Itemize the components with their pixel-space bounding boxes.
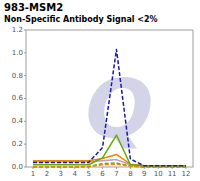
y-tick (24, 98, 26, 99)
x-tick-label: 11 (168, 170, 177, 178)
x-tick-label: 10 (154, 170, 163, 178)
x-tick (102, 167, 103, 169)
x-tick-label: 6 (100, 170, 105, 178)
x-tick-label: 5 (86, 170, 90, 178)
y-tick (24, 167, 26, 168)
subtitle: Non-Specific Antibody Signal <2% (4, 15, 158, 24)
x-tick-label: 4 (72, 170, 77, 178)
x-tick-label: 2 (45, 170, 49, 178)
title: 983-MSM2 (4, 2, 63, 13)
x-tick-label: 12 (182, 170, 191, 178)
y-tick (24, 75, 26, 76)
y-tick-label: 0.6 (12, 94, 24, 102)
y-tick (24, 30, 26, 31)
x-tick-label: 3 (59, 170, 63, 178)
y-tick (24, 52, 26, 53)
lines (33, 49, 186, 167)
series-line (33, 49, 186, 165)
x-tick-label: 9 (142, 170, 146, 178)
x-tick-label: 8 (128, 170, 132, 178)
y-tick (24, 144, 26, 145)
y-tick-label: 0.4 (12, 117, 24, 125)
y-tick-label: 1.0 (12, 49, 23, 57)
y-tick-label: 0.0 (12, 163, 23, 171)
y-tick-label: 0.2 (12, 140, 23, 148)
axes: 0.00.20.40.60.81.01.2123456789101112 (12, 26, 191, 178)
x-tick (116, 167, 117, 169)
x-tick (130, 167, 131, 169)
x-tick-label: 7 (114, 170, 118, 178)
y-tick-label: 0.8 (12, 72, 23, 80)
y-tick-label: 1.2 (12, 26, 23, 34)
chart: 983-MSM2 Non-Specific Antibody Signal <2%… (0, 0, 200, 181)
plot-frame (26, 30, 193, 167)
x-tick-label: 1 (31, 170, 35, 178)
y-tick (24, 121, 26, 122)
series-line (33, 135, 186, 166)
